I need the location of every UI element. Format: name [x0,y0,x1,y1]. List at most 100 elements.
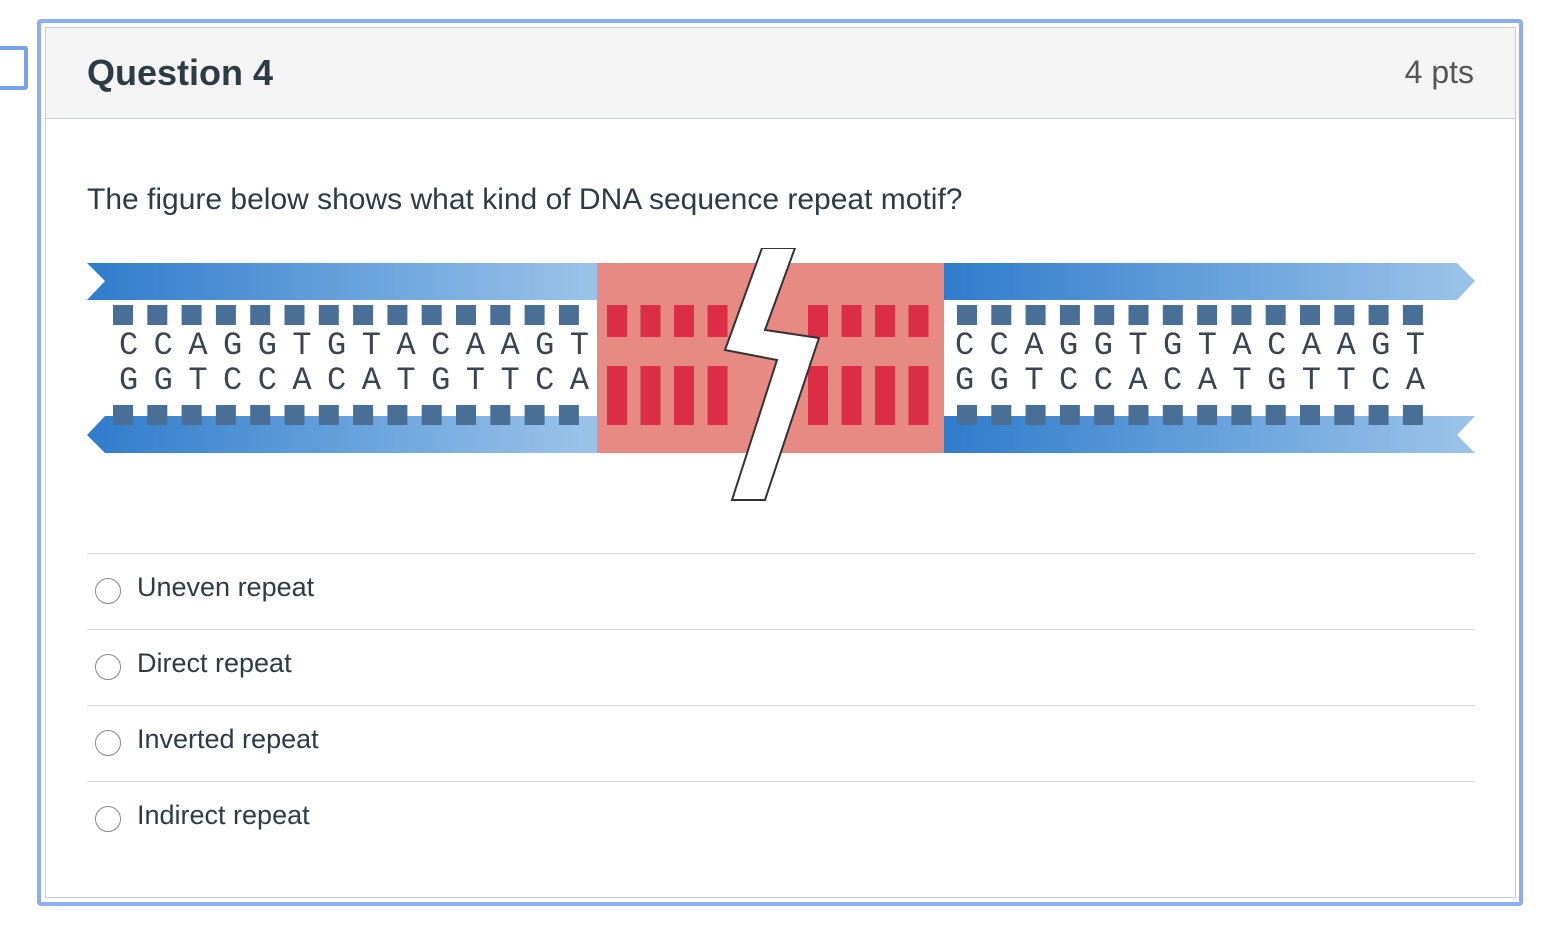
strand [87,416,597,453]
red-rung [707,305,728,337]
base-block [1162,405,1183,425]
base-block [250,305,271,325]
red-rung [841,366,862,425]
base-block [181,405,202,425]
base-block [957,305,977,325]
base-block [558,405,579,425]
base-block [1402,305,1423,325]
base-block [1197,305,1218,325]
radio-button[interactable] [95,806,121,832]
strand [944,416,1475,453]
base-block [1265,405,1286,425]
red-rung [875,305,895,337]
base-block [1197,405,1218,425]
base-block [318,405,339,425]
sequence: GGTCCACATGTTCA [119,362,590,399]
base-block [1368,405,1389,425]
red-rung [674,305,694,337]
base-block [1231,405,1252,425]
base-block [1334,305,1355,325]
base-block [421,305,442,325]
base-block [1094,405,1115,425]
base-block [991,305,1012,325]
base-block [147,305,168,325]
base-block [1162,305,1183,325]
base-block [284,405,305,425]
question-panel: Question 4 4 pts The figure below shows … [45,27,1516,898]
red-rung [607,305,627,337]
nav-tab[interactable] [0,46,28,90]
base-block [1300,405,1320,425]
base-block [353,305,374,325]
base-block [387,305,408,325]
base-block [284,305,305,325]
base-block [490,405,511,425]
red-rung [640,366,661,425]
question-title: Question 4 [87,52,274,93]
base-block [1231,305,1252,325]
base-block [1094,305,1115,325]
base-block [1300,305,1320,325]
answer-label[interactable]: Uneven repeat [137,572,315,602]
base-block [456,405,476,425]
answer-row: Uneven repeat [87,553,1475,630]
base-block [113,305,133,325]
base-block [1025,305,1046,325]
radio-button[interactable] [95,654,121,680]
answer-label[interactable]: Inverted repeat [137,724,319,754]
base-block [957,405,977,425]
base-block [1402,405,1423,425]
base-block [456,305,476,325]
base-block [215,305,236,325]
answer-label[interactable]: Indirect repeat [137,800,310,830]
answer-label[interactable]: Direct repeat [137,648,292,678]
base-block [524,305,545,325]
answer-row: Inverted repeat [87,705,1475,782]
base-block [421,405,442,425]
red-rung [640,305,661,337]
base-block [490,305,511,325]
base-block [991,405,1012,425]
answer-row: Direct repeat [87,629,1475,706]
base-block [1265,305,1286,325]
base-block [524,405,545,425]
base-block [113,405,133,425]
red-rung [908,305,929,337]
dna-figure: CCAGGTGTACAAGTGGTCCACATGTTCACCAGGTGTACAA… [87,248,1475,501]
red-rung [841,305,862,337]
strand [87,263,597,300]
sequence: CCAGGTGTACAAGT [119,327,589,364]
base-block [147,405,168,425]
radio-button[interactable] [95,578,121,604]
base-block [250,405,271,425]
base-block [1128,405,1149,425]
question-text: The figure below shows what kind of DNA … [87,183,963,216]
red-rung [674,366,694,425]
base-block [1059,405,1080,425]
red-rung [875,366,895,425]
red-rung [908,366,929,425]
base-block [1368,305,1389,325]
sequence: CCAGGTGTACAAGT [955,327,1425,364]
red-rung [808,366,828,425]
base-block [387,405,408,425]
answer-row: Indirect repeat [87,781,1475,858]
question-header: Question 4 4 pts [46,28,1515,119]
base-block [181,305,202,325]
sequence: GGTCCACATGTTCA [955,362,1426,399]
question-focus [37,19,1523,906]
question-points: 4 pts [1404,54,1474,90]
base-block [1025,405,1046,425]
base-block [1128,305,1149,325]
red-rung [607,366,627,425]
base-block [215,405,236,425]
base-block [1334,405,1355,425]
break-symbol [723,248,821,501]
red-rung [707,366,728,425]
base-block [558,305,579,325]
strand [944,263,1475,300]
base-block [318,305,339,325]
base-block [353,405,374,425]
radio-button[interactable] [95,730,121,756]
